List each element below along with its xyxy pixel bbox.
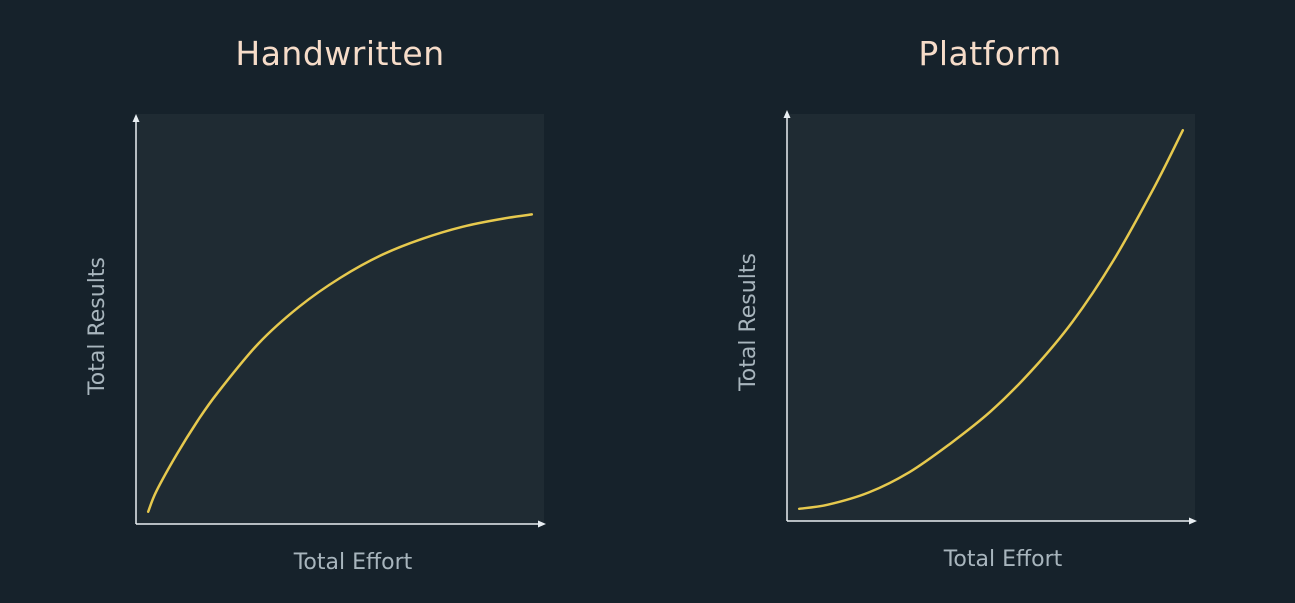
chart-title-handwritten: Handwritten <box>235 34 445 73</box>
x-axis-label-platform: Total Effort <box>943 547 1063 572</box>
y-axis-label-handwritten: Total Results <box>85 257 110 396</box>
x-axis-arrow-handwritten <box>538 520 546 528</box>
chart-handwritten: Total Effort Total Results <box>85 114 546 575</box>
curve-handwritten <box>146 213 534 513</box>
plot-area-platform <box>787 114 1195 521</box>
chart-title-platform: Platform <box>918 34 1062 73</box>
x-axis-arrow-platform <box>1189 517 1197 525</box>
chart-platform: Total Effort Total Results <box>736 110 1197 572</box>
y-axis-arrow-platform <box>783 110 791 118</box>
x-axis-label-handwritten: Total Effort <box>293 550 413 575</box>
y-axis-label-platform: Total Results <box>736 253 761 392</box>
y-axis-arrow-handwritten <box>132 114 140 122</box>
plot-area-handwritten <box>136 114 544 524</box>
curve-platform <box>797 129 1185 511</box>
